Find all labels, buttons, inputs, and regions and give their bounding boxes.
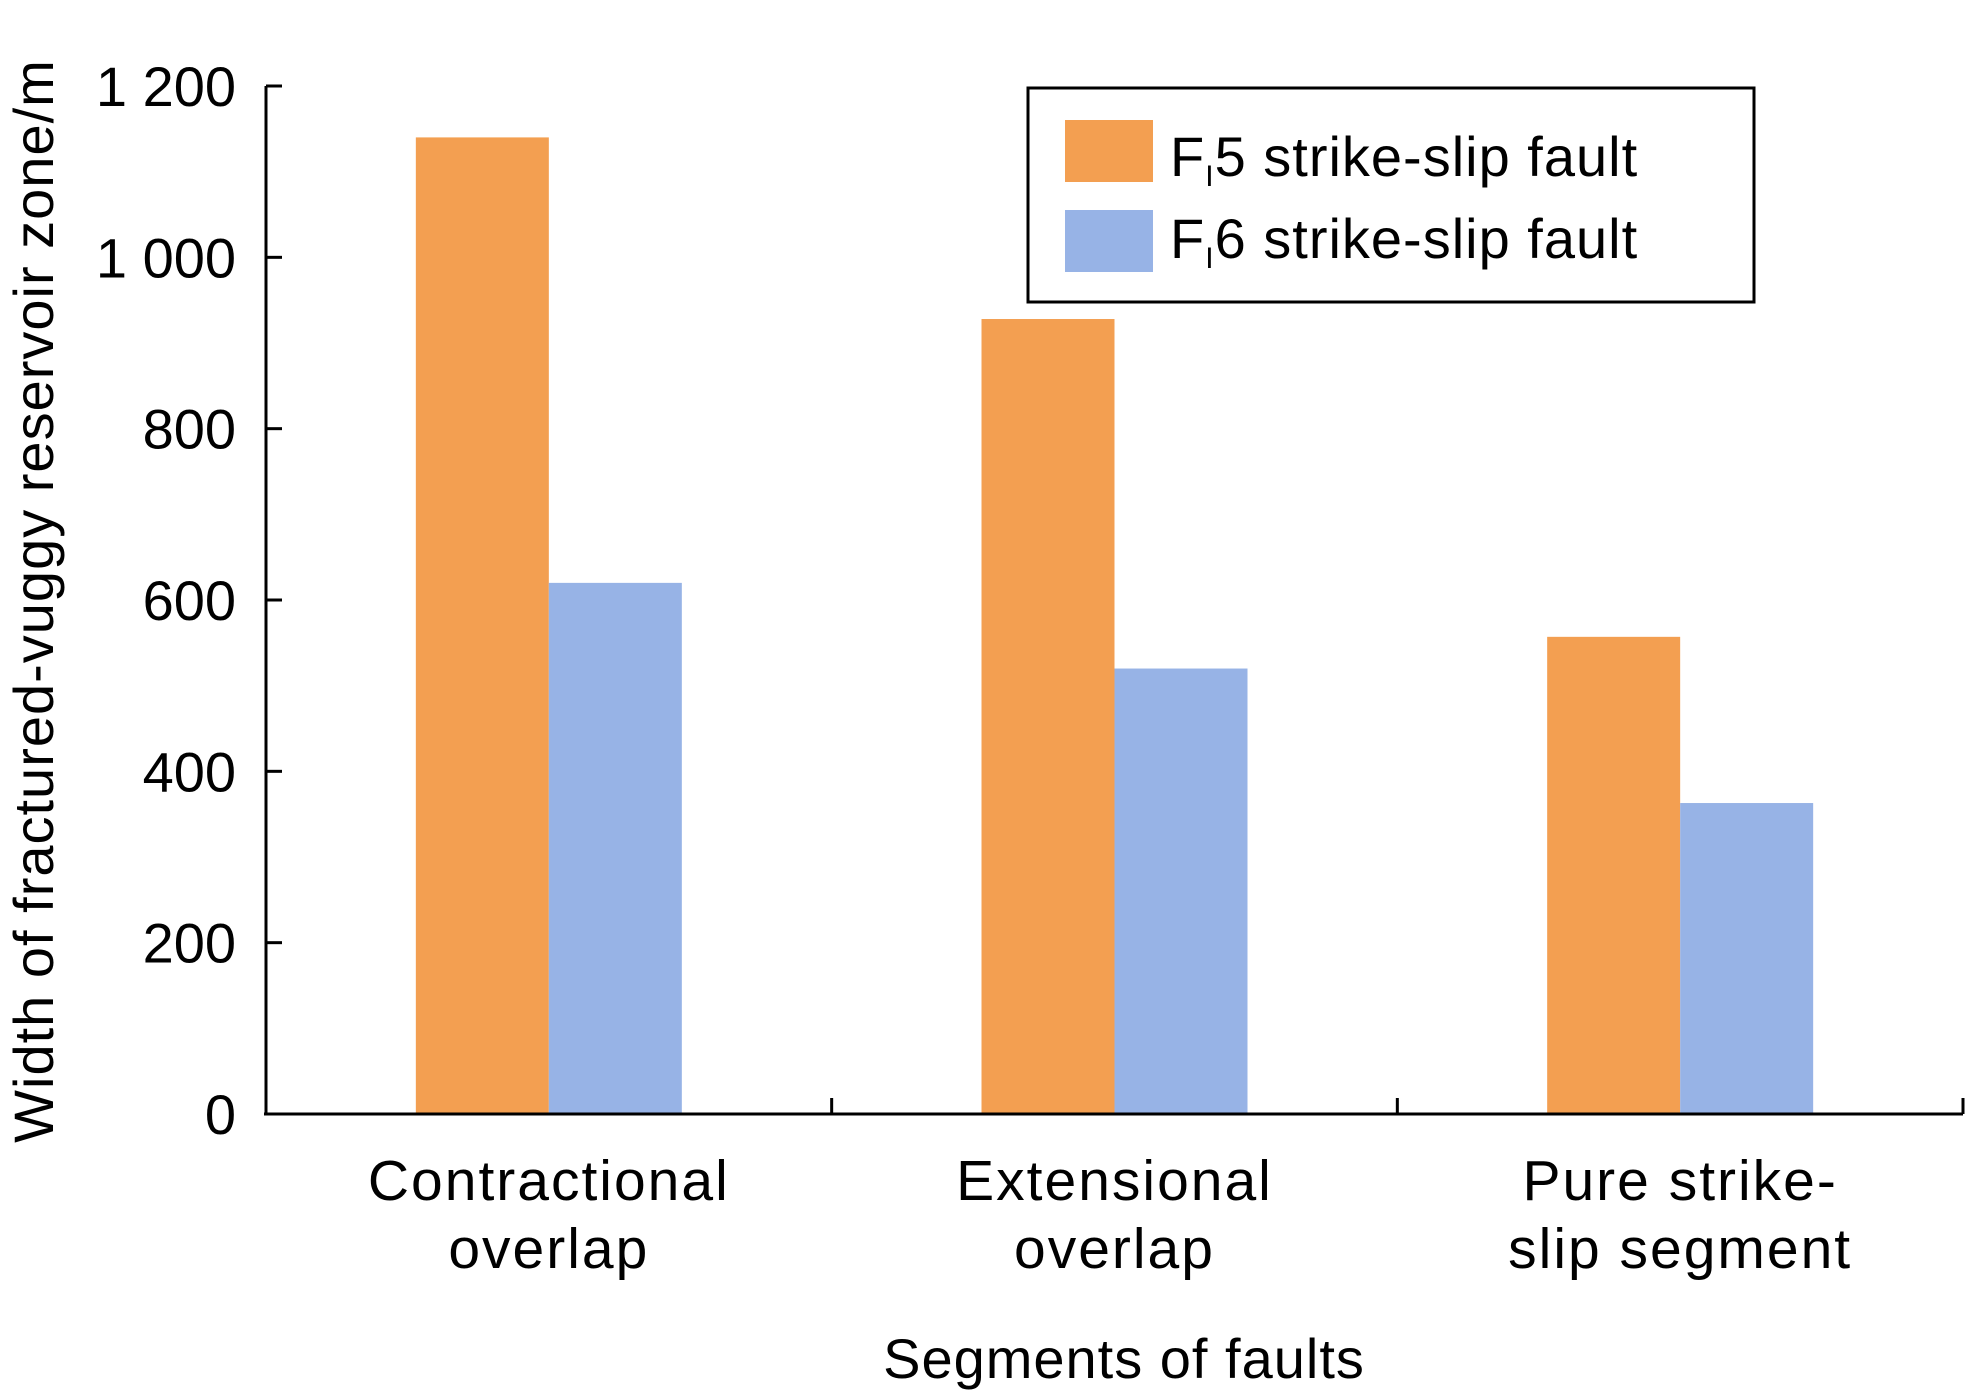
y-ticks-group: 0 200 400 600 800 1 000 1 200	[96, 55, 282, 1146]
category-label-line: Pure strike-	[1522, 1149, 1837, 1213]
category-label: Contractional overlap	[368, 1149, 730, 1281]
y-axis-title: Width of fractured-vuggy reservoir zone/…	[2, 59, 65, 1143]
y-tick-label: 200	[143, 912, 236, 975]
legend-swatch-fi5	[1065, 120, 1153, 182]
legend-fi6-subscript: I	[1205, 242, 1214, 275]
legend-swatch-fi6	[1065, 210, 1153, 272]
legend: FI5 strike-slip fault FI6 strike-slip fa…	[1026, 86, 1756, 304]
legend-fi5-main: F	[1170, 125, 1205, 188]
y-tick-label: 400	[143, 740, 236, 803]
category-label: Pure strike-slip segment	[1508, 1149, 1852, 1281]
bar-series1-cat3	[1547, 636, 1681, 1114]
bar-series1-cat2	[981, 319, 1115, 1115]
legend-fi5-subscript: I	[1205, 160, 1214, 193]
category-label-line: overlap	[1014, 1217, 1215, 1281]
category-label-line: Contractional	[368, 1149, 730, 1213]
legend-label-fi5: FI5 strike-slip fault	[1170, 125, 1638, 193]
legend-fi6-main: F	[1170, 207, 1205, 270]
bar-series2-cat2	[1114, 668, 1248, 1114]
y-tick-label: 0	[205, 1083, 236, 1146]
bar-series1-cat1	[415, 137, 549, 1114]
category-label-line: overlap	[448, 1217, 649, 1281]
y-tick-label: 1 200	[96, 55, 236, 118]
legend-label-fi6: FI6 strike-slip fault	[1170, 207, 1638, 275]
y-tick-label: 1 000	[96, 226, 236, 289]
x-axis-title: Segments of faults	[883, 1327, 1365, 1390]
bars-group	[415, 137, 1814, 1115]
x-ticks-group	[830, 1098, 1965, 1114]
bar-series2-cat1	[548, 582, 682, 1114]
category-label-line: Extensional	[956, 1149, 1273, 1213]
y-tick-label: 800	[143, 398, 236, 461]
category-label-line: slip segment	[1508, 1217, 1852, 1281]
legend-fi5-rest: 5 strike-slip fault	[1215, 125, 1639, 188]
bar-series2-cat3	[1680, 803, 1814, 1114]
legend-fi6-rest: 6 strike-slip fault	[1215, 207, 1639, 270]
y-tick-label: 600	[143, 569, 236, 632]
category-label: Extensional overlap	[956, 1149, 1273, 1281]
